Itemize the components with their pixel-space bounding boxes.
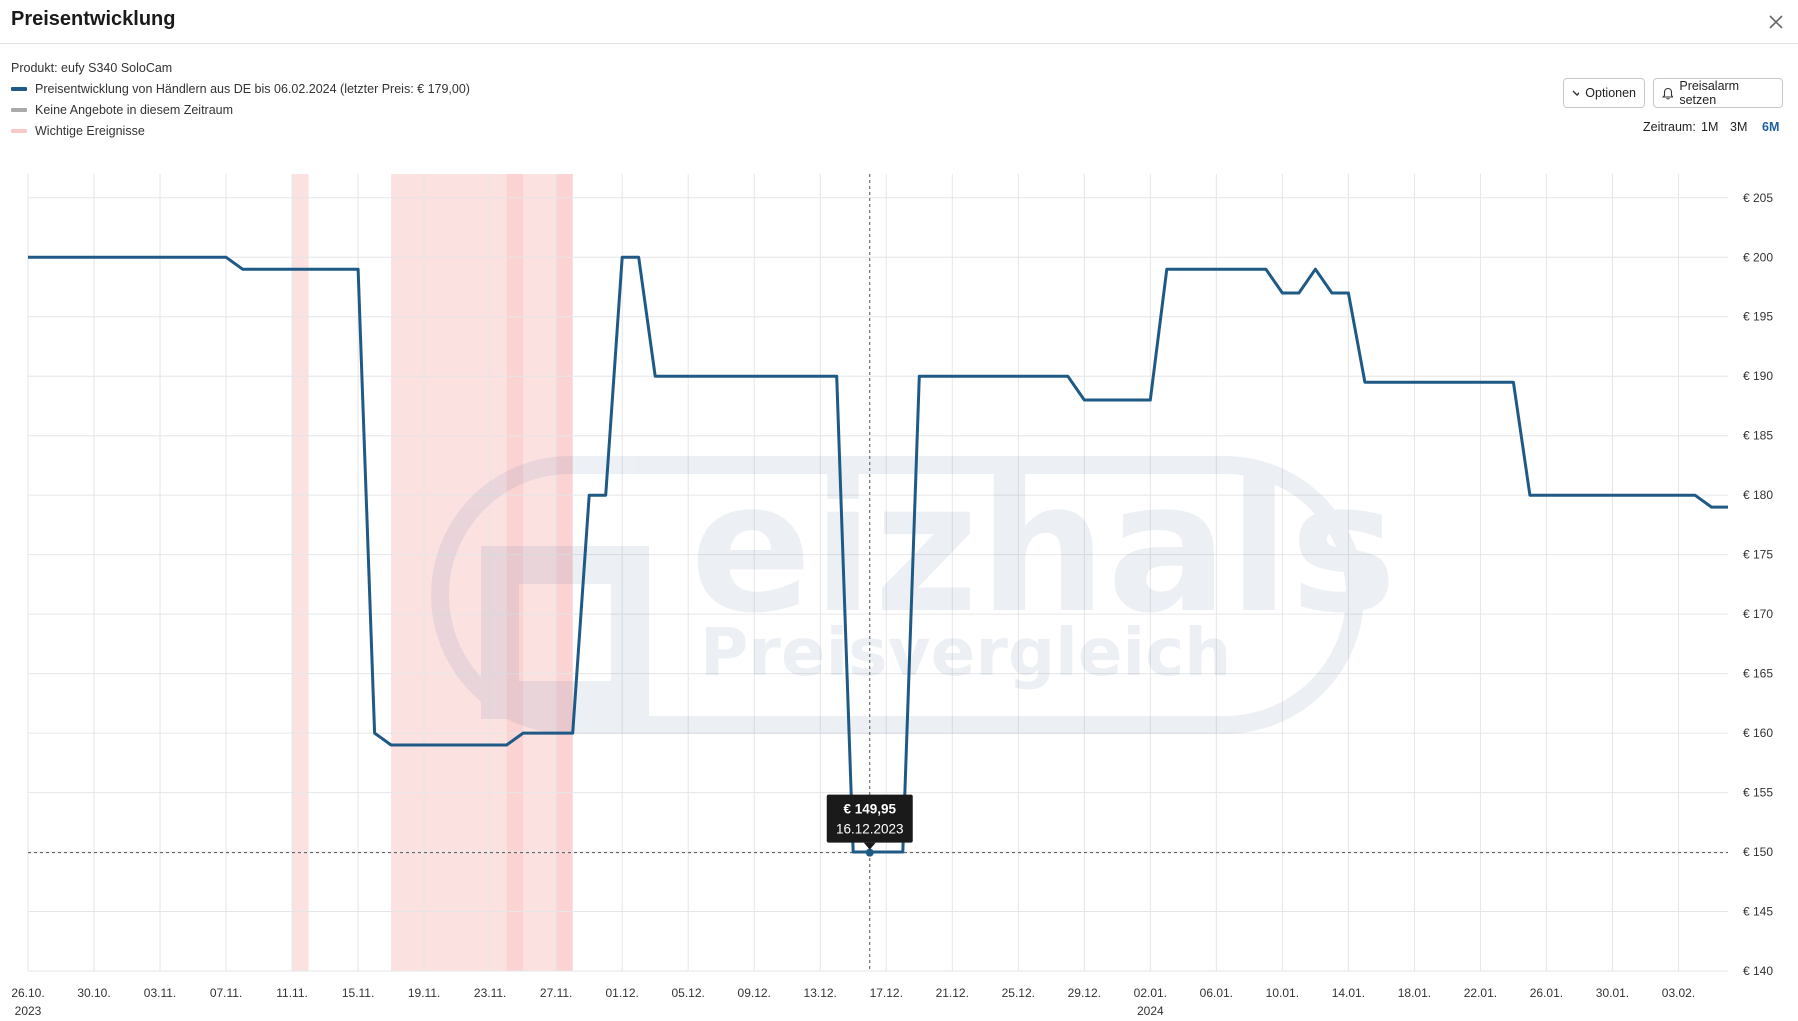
x-tick-label: 29.12. [1068, 986, 1101, 1000]
y-tick-label: € 145 [1743, 905, 1773, 919]
line-swatch-icon [11, 108, 27, 112]
watermark-brand: eizhals [690, 444, 1397, 653]
x-tick-label: 19.11. [408, 986, 440, 1000]
x-tick-label: 23.11. [474, 986, 506, 1000]
y-tick-label: € 155 [1743, 786, 1773, 800]
x-tick-label: 09.12. [738, 986, 771, 1000]
legend-label: Wichtige Ereignisse [35, 124, 145, 138]
product-label: Produkt: [11, 61, 58, 75]
dialog-title: Preisentwicklung [11, 8, 176, 30]
y-tick-label: € 150 [1743, 845, 1773, 859]
x-tick-label: 10.01. [1266, 986, 1299, 1000]
close-button[interactable] [1762, 8, 1790, 36]
product-line: Produkt: eufy S340 SoloCam [11, 60, 172, 81]
y-tick-label: € 205 [1743, 191, 1773, 205]
y-tick-label: € 170 [1743, 607, 1773, 621]
x-tick-label: 26.10. [11, 986, 44, 1000]
timeframe-label: Zeitraum: [1643, 120, 1696, 134]
legend-item-price[interactable]: Preisentwicklung von Händlern aus DE bis… [11, 81, 470, 102]
x-tick-label: 14.01. [1332, 986, 1365, 1000]
watermark-logo: eizhals Preisvergleich [431, 444, 1397, 734]
series-line [28, 255, 1728, 854]
x-axis-labels: 26.10. 30.10. 03.11. 07.11. 11.11. 15.11. 19.1… [11, 986, 1695, 1018]
event-band [556, 174, 573, 971]
timeframe-6m[interactable]: 6M [1762, 120, 1780, 134]
y-tick-label: € 175 [1743, 548, 1773, 562]
y-tick-label: € 200 [1743, 250, 1773, 264]
crosshair [28, 174, 1728, 971]
price-alarm-label: Preisalarm setzen [1679, 79, 1740, 107]
x-tick-label: 30.10. [77, 986, 110, 1000]
tooltip-price: € 149,95 [843, 802, 896, 817]
x-tick-label: 05.12. [672, 986, 705, 1000]
tooltip-date: 16.12.2023 [836, 822, 904, 837]
x-tick-label: 17.12. [870, 986, 903, 1000]
x-year-label: 2024 [1137, 1004, 1164, 1018]
x-tick-label: 02.01. [1134, 986, 1167, 1000]
highlight-point [865, 848, 874, 857]
y-tick-label: € 190 [1743, 369, 1773, 383]
x-year-label: 2023 [15, 1004, 42, 1018]
y-tick-label: € 195 [1743, 310, 1773, 324]
legend-item-events[interactable]: Wichtige Ereignisse [11, 123, 172, 144]
event-band [391, 174, 573, 971]
series-lines [28, 255, 1728, 857]
y-axis-labels: € 140 € 145 € 150 € 155 € 160 € 165 € 170 € 175… [1743, 191, 1773, 978]
y-tick-label: € 160 [1743, 726, 1773, 740]
x-tick-label: 21.12. [936, 986, 969, 1000]
price-chart[interactable]: eizhals Preisvergleich € 140€ 145€ 150€ … [0, 140, 1798, 1021]
x-tick-label: 18.01. [1398, 986, 1431, 1000]
tooltip-arrow [863, 842, 876, 850]
close-icon [1769, 15, 1783, 29]
timeframe-3m[interactable]: 3M [1730, 120, 1748, 134]
price-alarm-button[interactable]: Preisalarm setzen [1653, 78, 1783, 108]
x-tick-label: 26.01. [1530, 986, 1563, 1000]
x-tick-label: 13.12. [804, 986, 837, 1000]
x-tick-label: 01.12. [605, 986, 638, 1000]
x-tick-label: 15.11. [342, 986, 374, 1000]
x-tick-label: 07.11. [210, 986, 242, 1000]
tooltip-box [826, 794, 913, 843]
timeframe-1m[interactable]: 1M [1701, 120, 1719, 134]
line-swatch-icon [11, 87, 27, 91]
band-swatch-icon [11, 129, 27, 133]
watermark-subtitle: Preisvergleich [700, 614, 1231, 691]
tooltip: € 149,95 16.12.2023 [826, 794, 913, 850]
event-bands [292, 174, 573, 971]
grid-lines [27, 174, 1728, 972]
x-tick-label: 11.11. [276, 986, 308, 1000]
x-tick-label: 22.01. [1464, 986, 1497, 1000]
y-tick-label: € 180 [1743, 488, 1773, 502]
x-tick-label: 27.11. [540, 986, 572, 1000]
x-tick-label: 30.01. [1596, 986, 1629, 1000]
x-tick-label: 25.12. [1002, 986, 1035, 1000]
chevron-down-icon [1572, 90, 1580, 96]
legend-item-no-offers[interactable]: Keine Angebote in diesem Zeitraum [11, 102, 233, 123]
product-name: eufy S340 SoloCam [61, 61, 173, 75]
y-tick-label: € 165 [1743, 667, 1773, 681]
legend-label: Preisentwicklung von Händlern aus DE bis… [35, 82, 470, 96]
bell-icon [1662, 87, 1674, 100]
x-tick-label: 03.11. [144, 986, 176, 1000]
y-tick-label: € 185 [1743, 429, 1773, 443]
options-label: Optionen [1585, 86, 1636, 100]
legend-label: Keine Angebote in diesem Zeitraum [35, 103, 234, 117]
dialog-header: Preisentwicklung [0, 0, 1798, 44]
event-band [506, 174, 524, 971]
y-tick-label: € 140 [1743, 964, 1773, 978]
x-tick-label: 03.02. [1662, 986, 1695, 1000]
options-button[interactable]: Optionen [1563, 78, 1645, 108]
event-band [292, 174, 309, 971]
x-tick-label: 06.01. [1200, 986, 1233, 1000]
legend: Produkt: eufy S340 SoloCam Preisentwickl… [11, 60, 470, 144]
